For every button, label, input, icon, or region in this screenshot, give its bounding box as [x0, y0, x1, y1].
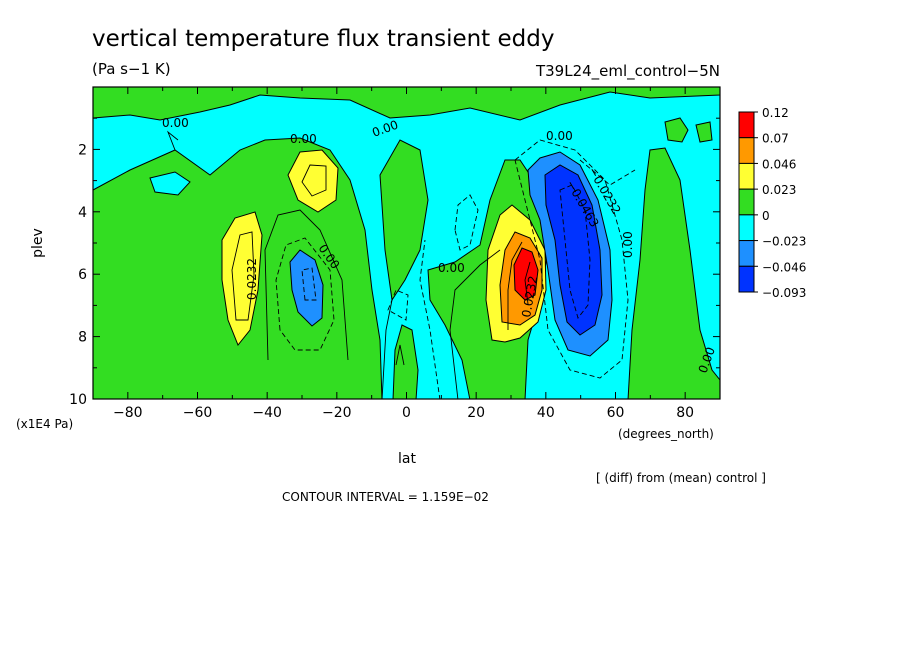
run-name: T39L24_eml_control−5N	[535, 62, 720, 81]
y-tick-label: 4	[78, 205, 87, 221]
y-axis-units: (x1E4 Pa)	[16, 417, 73, 431]
green-region-north-column	[627, 147, 720, 399]
colorbar-label: 0	[762, 209, 770, 223]
x-tick-label: 60	[607, 405, 625, 421]
green-region-equator-low	[392, 324, 419, 399]
y-axis-label: plev	[30, 228, 46, 258]
y-tick-label: 8	[78, 330, 87, 346]
x-tick-label: 40	[537, 405, 555, 421]
units-label: (Pa s−1 K)	[92, 60, 171, 78]
colorbar-swatch	[738, 240, 755, 267]
y-tick-label: 10	[69, 392, 87, 408]
colorbar-swatch	[738, 214, 755, 242]
colorbar-swatch	[738, 265, 755, 293]
dashed-contour-south-inner	[301, 267, 317, 301]
yellow-region-south-lower	[221, 211, 263, 346]
colorbar-label: −0.023	[762, 235, 806, 249]
contour-lines	[166, 130, 531, 399]
green-region-equator	[379, 139, 429, 302]
dashed-contour-equator-branch	[419, 239, 441, 399]
contour-south-edge	[166, 130, 179, 151]
diff-note: [ (diff) from (mean) control ]	[596, 471, 766, 485]
y-tick-label: 6	[78, 267, 87, 283]
field-layer: 0.00 0.00 0.00 0.00 0.00 0.00 0.00 0.00 …	[93, 87, 720, 399]
contour-equator	[381, 299, 393, 399]
colorbar-swatch	[738, 137, 755, 164]
colorbar-label: 0.07	[762, 132, 789, 146]
cyan-region-south-hole	[149, 171, 191, 196]
colorbar-label: −0.046	[762, 260, 806, 274]
red-region-north	[513, 247, 539, 301]
dashed-contour-south	[275, 237, 335, 351]
axis-ticks: −80 −60 −40 −20 0 20 40 60 80 2 4 6 8 10	[69, 87, 721, 421]
blue-region-south	[289, 249, 324, 327]
dashed-contour-north-outer	[514, 139, 629, 379]
x-tick-label: −40	[252, 405, 282, 421]
contour-north-red-inner	[524, 261, 531, 305]
contour-label: 0.00	[162, 116, 189, 130]
colorbar-label: 0.12	[762, 106, 789, 120]
contour-label: 0.00	[438, 261, 465, 275]
colorbar-label: 0.046	[762, 157, 796, 171]
colorbar-label: 0.023	[762, 183, 796, 197]
green-region-top-band	[93, 87, 720, 121]
x-tick-label: −60	[183, 405, 213, 421]
dashed-contour-north-top	[579, 159, 636, 186]
contour-label: 0.00	[621, 231, 635, 258]
colorbar-swatch	[738, 162, 755, 190]
colorbar-swatch	[738, 188, 755, 216]
contour-label: 0.0232	[245, 258, 259, 300]
contour-south-upper-inner	[301, 164, 327, 197]
darkblue-region-north	[544, 164, 603, 336]
colorbar-swatch	[738, 111, 755, 139]
contour-subtropics	[449, 249, 501, 399]
contour-label: 0.00	[290, 132, 317, 146]
x-tick-label: 0	[402, 405, 411, 421]
colorbar: 0.12 0.07 0.046 0.023 0 −0.023 −0.046 −0.093	[738, 106, 806, 300]
dashed-contour-north-inner	[559, 184, 591, 319]
dashed-contours	[275, 139, 636, 399]
contour-interval: CONTOUR INTERVAL = 1.159E−02	[282, 490, 489, 504]
contour-south-outer	[264, 209, 349, 361]
x-axis-label: lat	[398, 451, 416, 467]
x-tick-label: −20	[322, 405, 352, 421]
x-tick-label: 80	[676, 405, 694, 421]
contour-equator-inner	[395, 344, 405, 366]
contour-south-lower-inner	[231, 231, 255, 321]
chart-title: vertical temperature flux transient eddy	[92, 26, 554, 52]
green-region-north-patch	[664, 117, 689, 143]
x-tick-label: 20	[467, 405, 485, 421]
colorbar-label: −0.093	[762, 286, 806, 300]
x-axis-units: (degrees_north)	[618, 427, 714, 441]
dashed-contour-equator-low	[387, 289, 409, 321]
dashed-contour-equator	[454, 194, 479, 251]
yellow-region-south-upper	[287, 149, 339, 213]
contour-label: 0.00	[546, 129, 573, 143]
green-region-north-patch-2	[695, 121, 713, 143]
y-tick-label: 2	[78, 142, 87, 158]
x-tick-label: −80	[113, 405, 143, 421]
contour-north-orange-inner	[507, 241, 523, 330]
